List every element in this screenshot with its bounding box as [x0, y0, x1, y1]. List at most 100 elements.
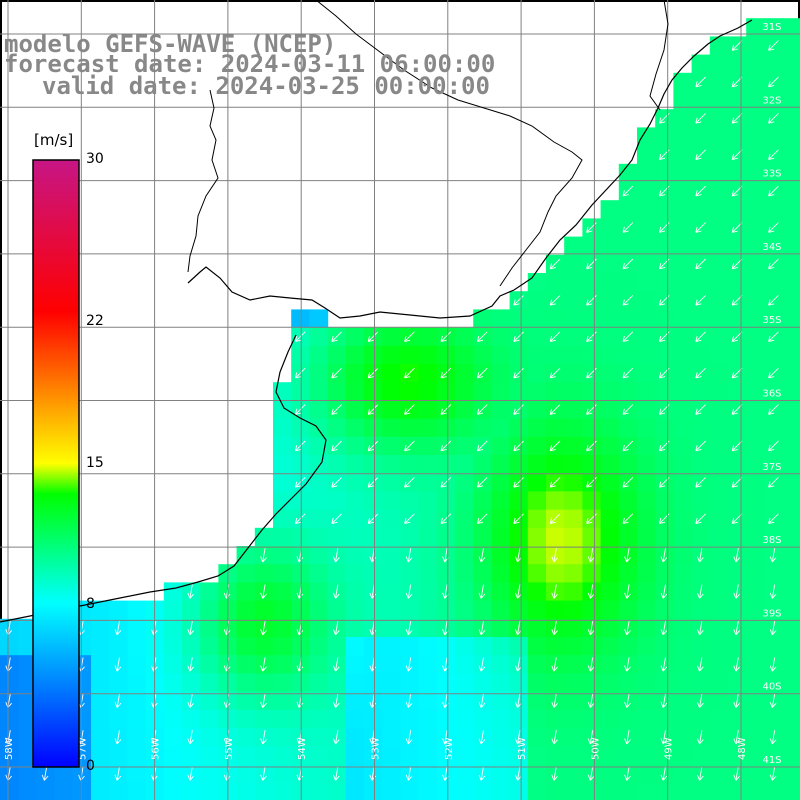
wind-arrow — [731, 113, 743, 124]
wind-speed-cell — [691, 418, 711, 438]
wind-speed-cell — [637, 364, 656, 383]
wind-speed-cell — [364, 455, 383, 474]
wind-speed-cell — [382, 364, 401, 383]
wind-speed-cell — [582, 673, 602, 693]
colorbar — [32, 159, 80, 768]
longitude-label: 56W — [151, 737, 162, 760]
wind-speed-cell — [746, 600, 765, 620]
wind-arrow — [332, 548, 340, 563]
wind-speed-cell — [236, 691, 256, 711]
wind-speed-cell — [418, 746, 438, 765]
wind-speed-cell — [345, 637, 365, 656]
wind-speed-cell — [182, 782, 201, 800]
wind-speed-cell — [127, 728, 147, 747]
wind-arrow — [260, 584, 267, 599]
wind-speed-cell — [709, 509, 729, 529]
wind-speed-cell — [728, 309, 747, 329]
wind-speed-cell — [782, 291, 800, 310]
wind-speed-cell — [764, 127, 784, 147]
wind-speed-cell — [491, 400, 511, 420]
wind-speed-cell — [600, 655, 620, 674]
wind-speed-cell — [600, 618, 620, 638]
wind-speed-cell — [728, 163, 747, 183]
wind-speed-cell — [236, 582, 256, 602]
wind-speed-cell — [764, 600, 784, 620]
wind-arrow — [731, 331, 743, 343]
wind-speed-cell — [582, 746, 602, 765]
wind-speed-cell — [600, 637, 620, 656]
wind-speed-cell — [582, 527, 602, 547]
wind-arrow — [768, 40, 779, 51]
wind-speed-cell — [709, 72, 729, 92]
wind-arrow — [549, 513, 561, 525]
wind-arrow — [551, 657, 559, 672]
wind-speed-cell — [600, 546, 620, 565]
wind-speed-cell — [327, 564, 347, 583]
wind-arrow — [440, 367, 452, 379]
wind-speed-cell — [418, 709, 438, 729]
wind-speed-cell — [291, 491, 310, 511]
valid-date-label: valid date: 2024-03-25 00:00:00 — [42, 72, 490, 100]
wind-speed-cell — [236, 728, 256, 747]
longitude-label: 53W — [371, 737, 382, 760]
wind-arrow — [478, 657, 486, 672]
wind-speed-cell — [637, 400, 656, 420]
wind-speed-cell — [109, 637, 128, 656]
wind-speed-cell — [400, 345, 420, 365]
wind-speed-cell — [473, 418, 492, 438]
wind-speed-cell — [400, 782, 420, 800]
wind-speed-cell — [691, 673, 711, 693]
wind-arrow — [660, 584, 668, 599]
wind-speed-cell — [200, 673, 219, 693]
wind-speed-cell — [200, 637, 219, 656]
wind-speed-cell — [782, 473, 800, 492]
wind-speed-cell — [473, 527, 492, 547]
wind-arrow — [513, 367, 524, 379]
wind-speed-cell — [345, 728, 365, 747]
wind-speed-cell — [655, 236, 674, 256]
wind-speed-cell — [473, 600, 492, 620]
wind-speed-cell — [673, 782, 693, 800]
latitude-label: 39S — [762, 608, 781, 619]
wind-speed-cell — [527, 418, 547, 438]
wind-speed-cell — [345, 382, 365, 401]
wind-arrow — [369, 548, 377, 563]
wind-speed-cell — [527, 400, 547, 420]
wind-arrow — [733, 620, 741, 636]
wind-arrow — [549, 404, 561, 415]
wind-speed-cell — [455, 364, 474, 383]
wind-speed-cell — [436, 491, 456, 511]
wind-speed-cell — [782, 764, 800, 784]
wind-speed-cell — [72, 782, 92, 800]
wind-arrow — [768, 477, 779, 488]
wind-speed-cell — [309, 618, 329, 638]
wind-arrow — [768, 113, 779, 124]
wind-speed-cell — [309, 673, 329, 693]
wind-speed-cell — [382, 527, 401, 547]
wind-speed-cell — [637, 145, 656, 165]
wind-arrow — [114, 620, 122, 636]
wind-arrow — [369, 693, 377, 708]
wind-speed-cell — [91, 764, 110, 784]
wind-speed-cell — [673, 691, 693, 711]
wind-speed-cell — [655, 673, 674, 693]
wind-arrow — [331, 513, 342, 525]
wind-speed-cell — [655, 200, 674, 219]
wind-speed-cell — [746, 527, 765, 547]
wind-speed-cell — [91, 746, 110, 765]
wind-arrow — [513, 513, 524, 525]
wind-speed-cell — [491, 618, 511, 638]
wind-speed-cell — [382, 546, 401, 565]
wind-speed-cell — [564, 345, 583, 365]
wind-speed-cell — [637, 182, 656, 201]
wind-arrow — [187, 620, 195, 636]
wind-speed-cell — [728, 527, 747, 547]
wind-speed-cell — [455, 491, 474, 511]
wind-arrow — [404, 440, 415, 452]
wind-arrow — [731, 185, 743, 197]
wind-arrow — [260, 730, 267, 745]
wind-speed-cell — [527, 382, 547, 401]
wind-speed-cell — [582, 564, 602, 583]
wind-arrow — [405, 620, 413, 636]
wind-speed-cell — [746, 182, 765, 201]
